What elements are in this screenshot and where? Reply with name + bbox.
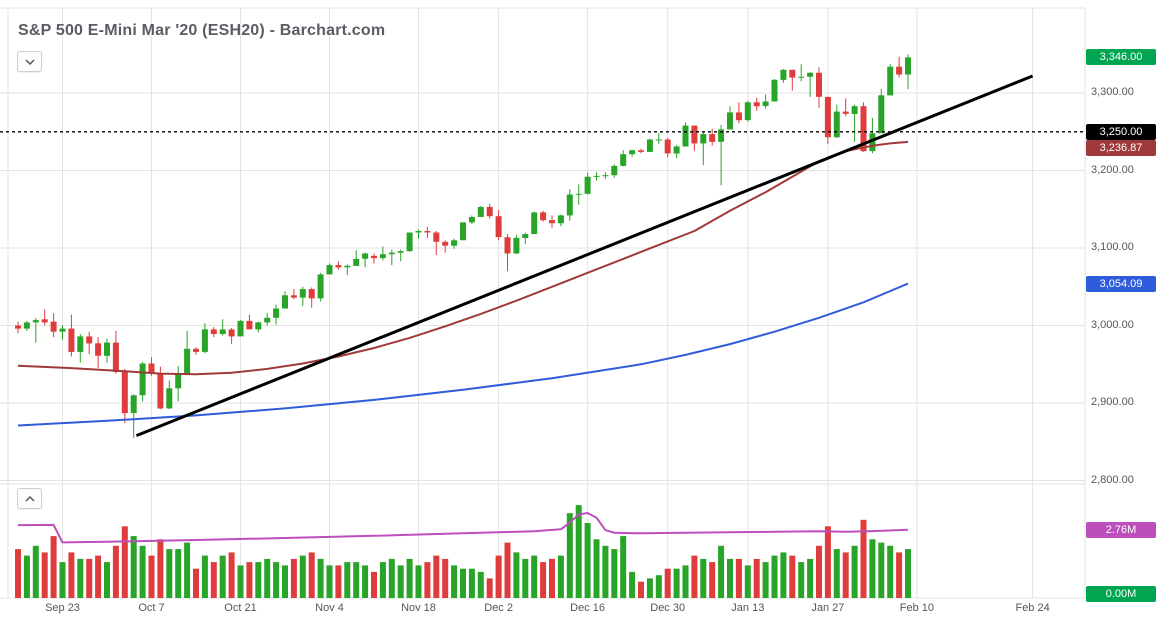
ma-slow-line [17,282,909,427]
open-interest-badge: 2.76M [1086,522,1156,538]
trendline[interactable] [135,74,1034,437]
time-axis-label: Oct 21 [224,602,257,614]
time-axis-label: Dec 30 [650,602,686,614]
price-axis-label: 2,900.00 [1091,396,1134,408]
time-axis-label: Oct 7 [138,602,165,614]
price-axis-label: 2,800.00 [1091,473,1134,486]
chevron-up-icon [24,495,35,502]
time-axis-label: Dec 2 [484,602,513,614]
time-axis-label: Feb 24 [1015,602,1050,614]
price-axis-label: 3,200.00 [1091,163,1134,176]
chart-title: S&P 500 E-Mini Mar '20 (ESH20) - Barchar… [18,22,386,39]
time-axis-label: Dec 16 [570,602,606,614]
volume-series [15,505,911,598]
ma-slow-value-badge: 3,054.09 [1086,276,1156,292]
time-axis-label: Feb 10 [899,602,935,614]
grid [0,7,1086,599]
horizontal-line-price-badge[interactable]: 3,250.00 [1086,124,1156,140]
price-axis-label: 3,300.00 [1091,86,1134,98]
time-axis-label: Jan 27 [811,602,845,614]
ma-fast-value-badge: 3,236.87 [1086,140,1156,156]
time-axis-label: Jan 13 [731,602,765,614]
toolbar-expand-button[interactable] [17,51,42,72]
chevron-down-icon [24,58,35,65]
time-axis-label: Nov 18 [401,602,436,614]
time-axis-label: Nov 4 [315,602,344,614]
price-axis-label: 3,100.00 [1091,241,1134,253]
last-price-badge: 3,346.00 [1086,49,1156,65]
time-axis-label: Sep 23 [45,602,80,614]
open-interest-line [17,512,909,544]
volume-badge: 0.00M [1086,586,1156,602]
price-axis-label: 3,000.00 [1091,318,1134,331]
candlestick-series [15,54,911,438]
volume-panel-collapse-button[interactable] [17,488,42,509]
